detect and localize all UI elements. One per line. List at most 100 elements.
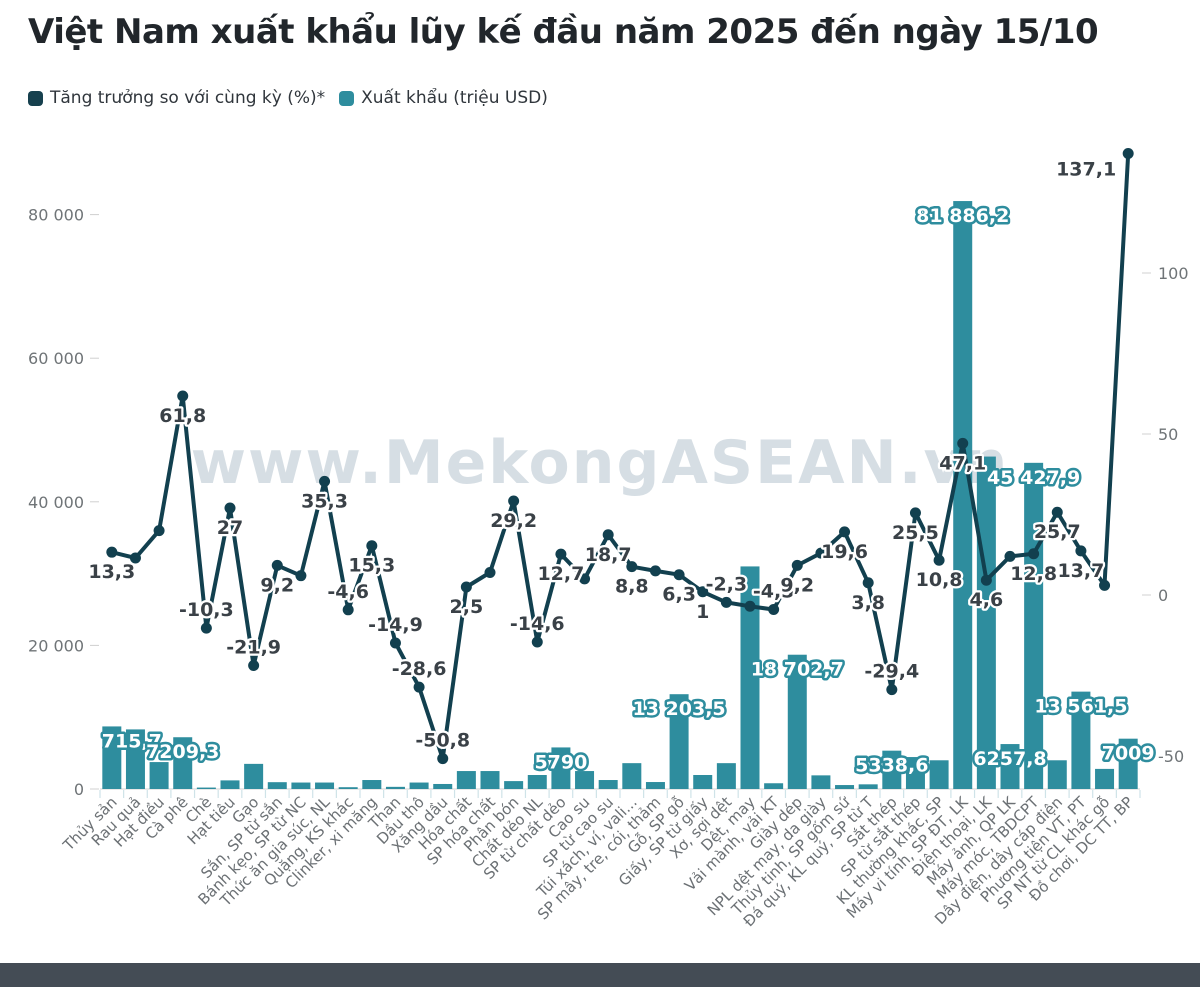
growth-point[interactable]: [555, 548, 567, 560]
growth-value-label: -4,6: [327, 581, 369, 603]
growth-point[interactable]: [957, 437, 969, 449]
left-axis-label: 20 000: [28, 636, 84, 655]
growth-point[interactable]: [200, 622, 212, 634]
growth-point[interactable]: [886, 684, 898, 696]
growth-point[interactable]: [224, 502, 236, 514]
growth-point[interactable]: [295, 570, 307, 582]
growth-point[interactable]: [153, 525, 165, 537]
export-bar[interactable]: [1071, 691, 1091, 789]
export-bar[interactable]: [575, 771, 595, 789]
growth-point[interactable]: [768, 603, 780, 615]
growth-point[interactable]: [1028, 548, 1040, 560]
export-bar[interactable]: [504, 781, 524, 789]
growth-point[interactable]: [484, 566, 496, 578]
growth-point[interactable]: [602, 529, 614, 541]
export-bar[interactable]: [1000, 744, 1020, 789]
growth-point[interactable]: [980, 574, 992, 586]
export-bar[interactable]: [362, 780, 382, 789]
growth-value-label: -2,3: [706, 573, 748, 595]
export-bar[interactable]: [125, 729, 145, 789]
export-bar[interactable]: [1047, 760, 1067, 789]
growth-point[interactable]: [579, 573, 591, 585]
export-bar[interactable]: [835, 785, 855, 789]
export-bar[interactable]: [764, 783, 784, 789]
left-axis-label: 80 000: [28, 206, 84, 225]
growth-point[interactable]: [271, 559, 283, 571]
legend-item-growth[interactable]: Tăng trưởng so với cùng kỳ (%)*: [28, 88, 325, 108]
export-bar[interactable]: [220, 780, 240, 789]
export-bar[interactable]: [811, 775, 831, 789]
export-bar[interactable]: [315, 782, 335, 789]
growth-point[interactable]: [1099, 579, 1111, 591]
export-bar[interactable]: [929, 760, 949, 789]
growth-value-label: 15,3: [348, 555, 395, 577]
growth-value-label: 25,7: [1034, 521, 1081, 543]
export-bar[interactable]: [622, 763, 642, 789]
export-bar[interactable]: [905, 757, 925, 789]
growth-point[interactable]: [1004, 550, 1016, 562]
export-bar[interactable]: [456, 771, 476, 789]
export-bar[interactable]: [716, 763, 736, 789]
export-bar[interactable]: [196, 787, 216, 789]
growth-point[interactable]: [460, 581, 472, 593]
growth-point[interactable]: [1075, 545, 1087, 557]
export-bar[interactable]: [598, 780, 618, 789]
export-bar[interactable]: [1024, 462, 1044, 789]
export-bar[interactable]: [149, 762, 169, 789]
export-bar[interactable]: [740, 566, 760, 789]
growth-point[interactable]: [413, 681, 425, 693]
export-bar[interactable]: [1095, 768, 1115, 789]
export-bar[interactable]: [551, 747, 571, 789]
export-bar[interactable]: [527, 774, 547, 789]
growth-point[interactable]: [366, 540, 378, 552]
export-bar[interactable]: [173, 737, 193, 789]
growth-point[interactable]: [106, 546, 118, 558]
growth-point[interactable]: [791, 559, 803, 571]
export-bar[interactable]: [291, 782, 311, 789]
export-bar[interactable]: [385, 786, 405, 789]
export-bar[interactable]: [882, 750, 902, 789]
growth-point[interactable]: [319, 475, 331, 487]
export-bar[interactable]: [244, 763, 264, 789]
bar-value-label: 45 427,9: [987, 467, 1080, 489]
growth-value-label: 19,6: [821, 541, 868, 563]
growth-point[interactable]: [1051, 506, 1063, 518]
growth-point[interactable]: [744, 600, 756, 612]
export-bar[interactable]: [669, 694, 689, 789]
growth-point[interactable]: [649, 565, 661, 577]
growth-point[interactable]: [531, 636, 543, 648]
growth-point[interactable]: [673, 569, 685, 581]
growth-point[interactable]: [508, 495, 520, 507]
growth-point[interactable]: [1122, 148, 1134, 160]
growth-point[interactable]: [437, 753, 449, 765]
growth-point[interactable]: [626, 561, 638, 573]
export-bar[interactable]: [976, 456, 996, 789]
bar-value-label: 7209,3: [146, 741, 219, 763]
export-bar[interactable]: [858, 784, 878, 789]
export-bar[interactable]: [953, 201, 973, 790]
export-bar[interactable]: [1118, 738, 1138, 789]
growth-point[interactable]: [129, 552, 141, 564]
growth-point[interactable]: [815, 547, 827, 559]
growth-point[interactable]: [389, 637, 401, 649]
growth-point[interactable]: [342, 604, 354, 616]
growth-point[interactable]: [720, 596, 732, 608]
legend-item-export[interactable]: Xuất khẩu (triệu USD): [339, 88, 548, 108]
export-bar[interactable]: [102, 726, 122, 789]
growth-value-label: 4,6: [970, 589, 1004, 611]
export-bar[interactable]: [267, 782, 287, 789]
growth-point[interactable]: [177, 390, 189, 402]
growth-point[interactable]: [909, 507, 921, 519]
export-bar[interactable]: [693, 774, 713, 789]
growth-point[interactable]: [839, 526, 851, 538]
export-bar[interactable]: [338, 787, 358, 789]
export-bar[interactable]: [787, 654, 807, 789]
export-bar[interactable]: [433, 783, 453, 789]
export-bar[interactable]: [645, 782, 665, 789]
export-bar[interactable]: [480, 771, 500, 789]
growth-point[interactable]: [697, 586, 709, 598]
growth-point[interactable]: [862, 577, 874, 589]
growth-point[interactable]: [933, 554, 945, 566]
export-bar[interactable]: [409, 782, 429, 789]
growth-point[interactable]: [248, 660, 260, 672]
